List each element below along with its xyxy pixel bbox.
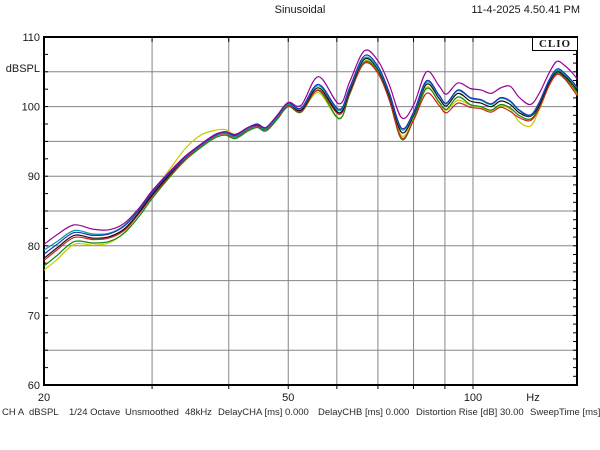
y-axis-label: 60	[28, 380, 40, 392]
trace-magenta	[43, 49, 578, 245]
x-axis-label: 50	[282, 392, 294, 404]
y-axis-label: 80	[28, 241, 40, 253]
y-axis-unit-label: dBSPL	[6, 63, 40, 75]
status-item: Distortion Rise [dB] 30.00	[416, 407, 524, 418]
status-item: dBSPL	[29, 407, 59, 418]
y-axis-label: 110	[22, 32, 40, 44]
clio-logo: CLIO	[532, 37, 578, 51]
y-axis-label: 70	[28, 310, 40, 322]
status-item: CH A	[2, 407, 25, 418]
measurement-datetime: 11-4-2025 4.50.41 PM	[471, 4, 580, 16]
status-item: DelayCHB [ms] 0.000	[318, 407, 410, 418]
trace-red	[43, 62, 578, 261]
y-axis-label: 90	[28, 171, 40, 183]
status-item: Unsmoothed	[125, 407, 179, 418]
x-axis-label: 100	[464, 392, 482, 404]
measurement-title: Sinusoidal	[274, 4, 326, 16]
status-item: DelayCHA [ms] 0.000	[218, 407, 309, 418]
y-axis-label: 100	[22, 102, 40, 114]
x-axis-unit-label: Hz	[526, 392, 539, 404]
status-item: 48kHz	[185, 407, 212, 418]
x-axis-label: 20	[38, 392, 50, 404]
trace-blue	[43, 54, 578, 255]
status-bar: CH A dBSPL 1/24 Octave Unsmoothed 48kHz Delay…	[0, 407, 600, 423]
trace-black	[43, 57, 578, 259]
status-item: 1/24 Octave	[69, 407, 121, 418]
status-item: SweepTime [ms] 3	[530, 407, 600, 418]
